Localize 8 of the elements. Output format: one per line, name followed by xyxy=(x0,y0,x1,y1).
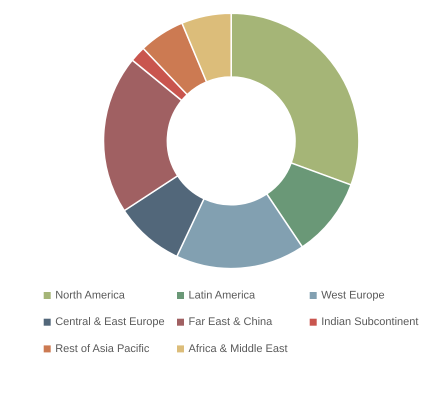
legend-label: North America xyxy=(55,290,126,302)
legend-label: Latin America xyxy=(188,290,256,302)
legend-label: Central & East Europe xyxy=(55,316,165,328)
legend-label: Indian Subcontinent xyxy=(321,316,418,328)
legend-label: West Europe xyxy=(321,290,385,302)
legend-label: Africa & Middle East xyxy=(188,342,288,355)
legend-label: Far East & China xyxy=(188,316,274,328)
legend-label: Rest of Asia Pacific xyxy=(55,342,150,355)
